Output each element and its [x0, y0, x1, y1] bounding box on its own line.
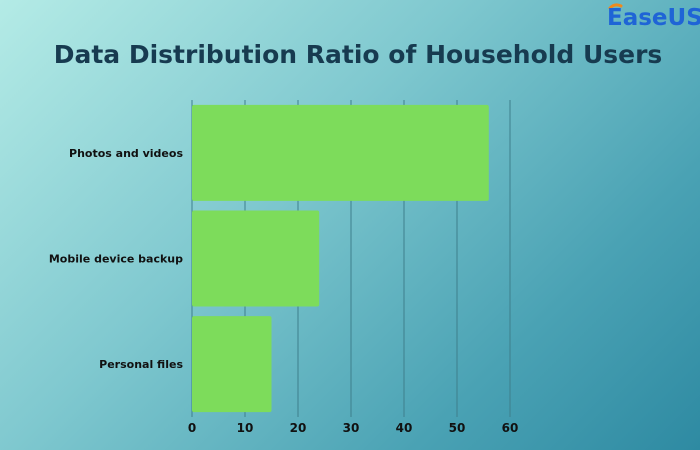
- x-tick-label: 30: [343, 421, 360, 435]
- bar: [192, 316, 272, 413]
- x-tick-label: 60: [502, 421, 519, 435]
- logo-swoosh-icon: [608, 3, 623, 10]
- bar: [192, 104, 489, 201]
- category-label: Personal files: [99, 358, 183, 371]
- x-tick-label: 0: [188, 421, 196, 435]
- x-tick-labels: 0 10 20 30 40 50 60: [188, 421, 519, 435]
- bars: [192, 104, 489, 413]
- category-labels: Photos and videos Mobile device backup Per…: [49, 147, 184, 371]
- x-tick-label: 20: [290, 421, 307, 435]
- bar: [192, 210, 320, 307]
- easeus-logo: EaseUS: [607, 3, 700, 30]
- x-tick-label: 40: [396, 421, 413, 435]
- logo-text: EaseUS: [607, 5, 700, 30]
- x-tick-label: 50: [449, 421, 466, 435]
- x-tick-label: 10: [237, 421, 254, 435]
- chart-title: Data Distribution Ratio of Household Use…: [53, 40, 663, 69]
- category-label: Photos and videos: [69, 147, 183, 160]
- category-label: Mobile device backup: [49, 253, 183, 266]
